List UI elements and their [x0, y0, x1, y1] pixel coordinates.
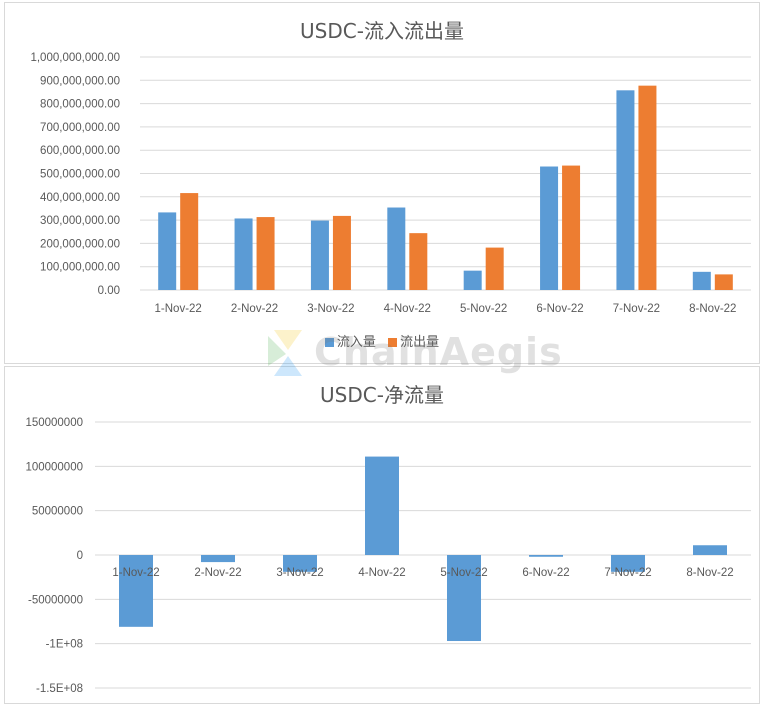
x-tick-label: 7-Nov-22	[613, 303, 660, 315]
legend-item-inflow: 流入量	[324, 331, 376, 350]
x-tick-label: 8-Nov-22	[689, 303, 736, 315]
y-tick-label: 700,000,000.00	[40, 122, 120, 134]
y-tick-label: 150000000	[25, 417, 83, 429]
x-tick-label: 2-Nov-22	[194, 567, 241, 579]
net-flow-plot: -1.5E+08 -1E+08 -50000000 0 50000000 10000000…	[25, 417, 751, 695]
chainaegis-logo-icon	[268, 330, 302, 376]
x-tick-label: 1-Nov-22	[155, 303, 202, 315]
y-tick-label: 100000000	[25, 461, 83, 473]
legend-swatch-inflow	[324, 338, 334, 347]
bar-net-flow	[611, 555, 645, 572]
bar-inflow	[540, 166, 559, 290]
x-tick-label: 5-Nov-22	[440, 567, 487, 579]
legend: 流入量 流出量	[5, 331, 759, 350]
bar-outflow	[562, 165, 581, 290]
bar-outflow	[332, 215, 351, 290]
y-tick-label: 500,000,000.00	[40, 169, 120, 181]
x-tick-label: 4-Nov-22	[358, 567, 405, 579]
x-tick-label: 8-Nov-22	[686, 567, 733, 579]
bar-net-flow	[447, 555, 481, 642]
legend-label-inflow: 流入量	[336, 335, 376, 350]
bar-net-flow	[693, 545, 727, 555]
bar-net-flow	[529, 555, 563, 557]
bar-net-flow	[365, 456, 399, 555]
x-tick-label: 4-Nov-22	[384, 303, 431, 315]
chart-title: USDC-净流量	[320, 383, 444, 407]
bar-outflow	[409, 233, 428, 290]
bar-inflow	[616, 90, 635, 290]
bar-inflow	[463, 270, 482, 290]
bar-outflow	[180, 193, 199, 290]
y-tick-label: 0	[77, 550, 83, 562]
y-tick-label: 300,000,000.00	[40, 215, 120, 227]
y-tick-label: 100,000,000.00	[40, 262, 120, 274]
x-tick-label: 2-Nov-22	[231, 303, 278, 315]
x-tick-label: 5-Nov-22	[460, 303, 507, 315]
y-tick-label: 400,000,000.00	[40, 192, 120, 204]
bar-net-flow	[201, 555, 235, 563]
inflow-outflow-plot: 0.00 100,000,000.00 200,000,000.00 300,000,…	[30, 52, 751, 315]
chart-title: USDC-流入流出量	[300, 19, 464, 43]
inflow-outflow-chart: USDC-流入流出量 0.00 100,000,000.00 200,000,000…	[4, 2, 760, 364]
bar-inflow	[234, 218, 253, 290]
net-flow-chart: USDC-净流量 -1.5E+08 -1E+08 -50000000 0 5000000…	[4, 366, 760, 704]
x-tick-label: 1-Nov-22	[112, 567, 159, 579]
x-tick-label: 3-Nov-22	[276, 567, 323, 579]
y-tick-label: 900,000,000.00	[40, 75, 120, 87]
x-tick-label: 3-Nov-22	[307, 303, 354, 315]
x-tick-label: 6-Nov-22	[522, 567, 569, 579]
watermark-text: ChainAegis	[314, 330, 563, 374]
y-tick-label: 1,000,000,000.00	[30, 52, 120, 64]
x-tick-label: 6-Nov-22	[536, 303, 583, 315]
y-tick-label: 0.00	[98, 285, 120, 297]
bar-net-flow	[119, 555, 153, 627]
legend-item-outflow: 流出量	[388, 331, 439, 350]
bar-inflow	[310, 220, 329, 290]
bar-inflow	[387, 207, 406, 290]
y-tick-label: 200,000,000.00	[40, 238, 120, 250]
y-tick-label: 50000000	[32, 506, 83, 518]
bar-outflow	[256, 217, 275, 290]
watermark: ChainAegis	[262, 324, 562, 382]
bar-net-flow	[283, 555, 317, 572]
y-tick-label: -1.5E+08	[36, 683, 83, 695]
bar-outflow	[714, 274, 733, 290]
legend-swatch-outflow	[388, 338, 398, 347]
y-tick-label: 800,000,000.00	[40, 99, 120, 111]
legend-label-outflow: 流出量	[400, 335, 440, 350]
y-tick-label: -50000000	[28, 594, 83, 606]
bar-inflow	[692, 271, 711, 290]
y-tick-label: 600,000,000.00	[40, 145, 120, 157]
bar-inflow	[158, 212, 177, 290]
bar-outflow	[485, 247, 504, 290]
bar-outflow	[638, 85, 657, 290]
x-tick-label: 7-Nov-22	[604, 567, 651, 579]
y-tick-label: -1E+08	[46, 639, 83, 651]
